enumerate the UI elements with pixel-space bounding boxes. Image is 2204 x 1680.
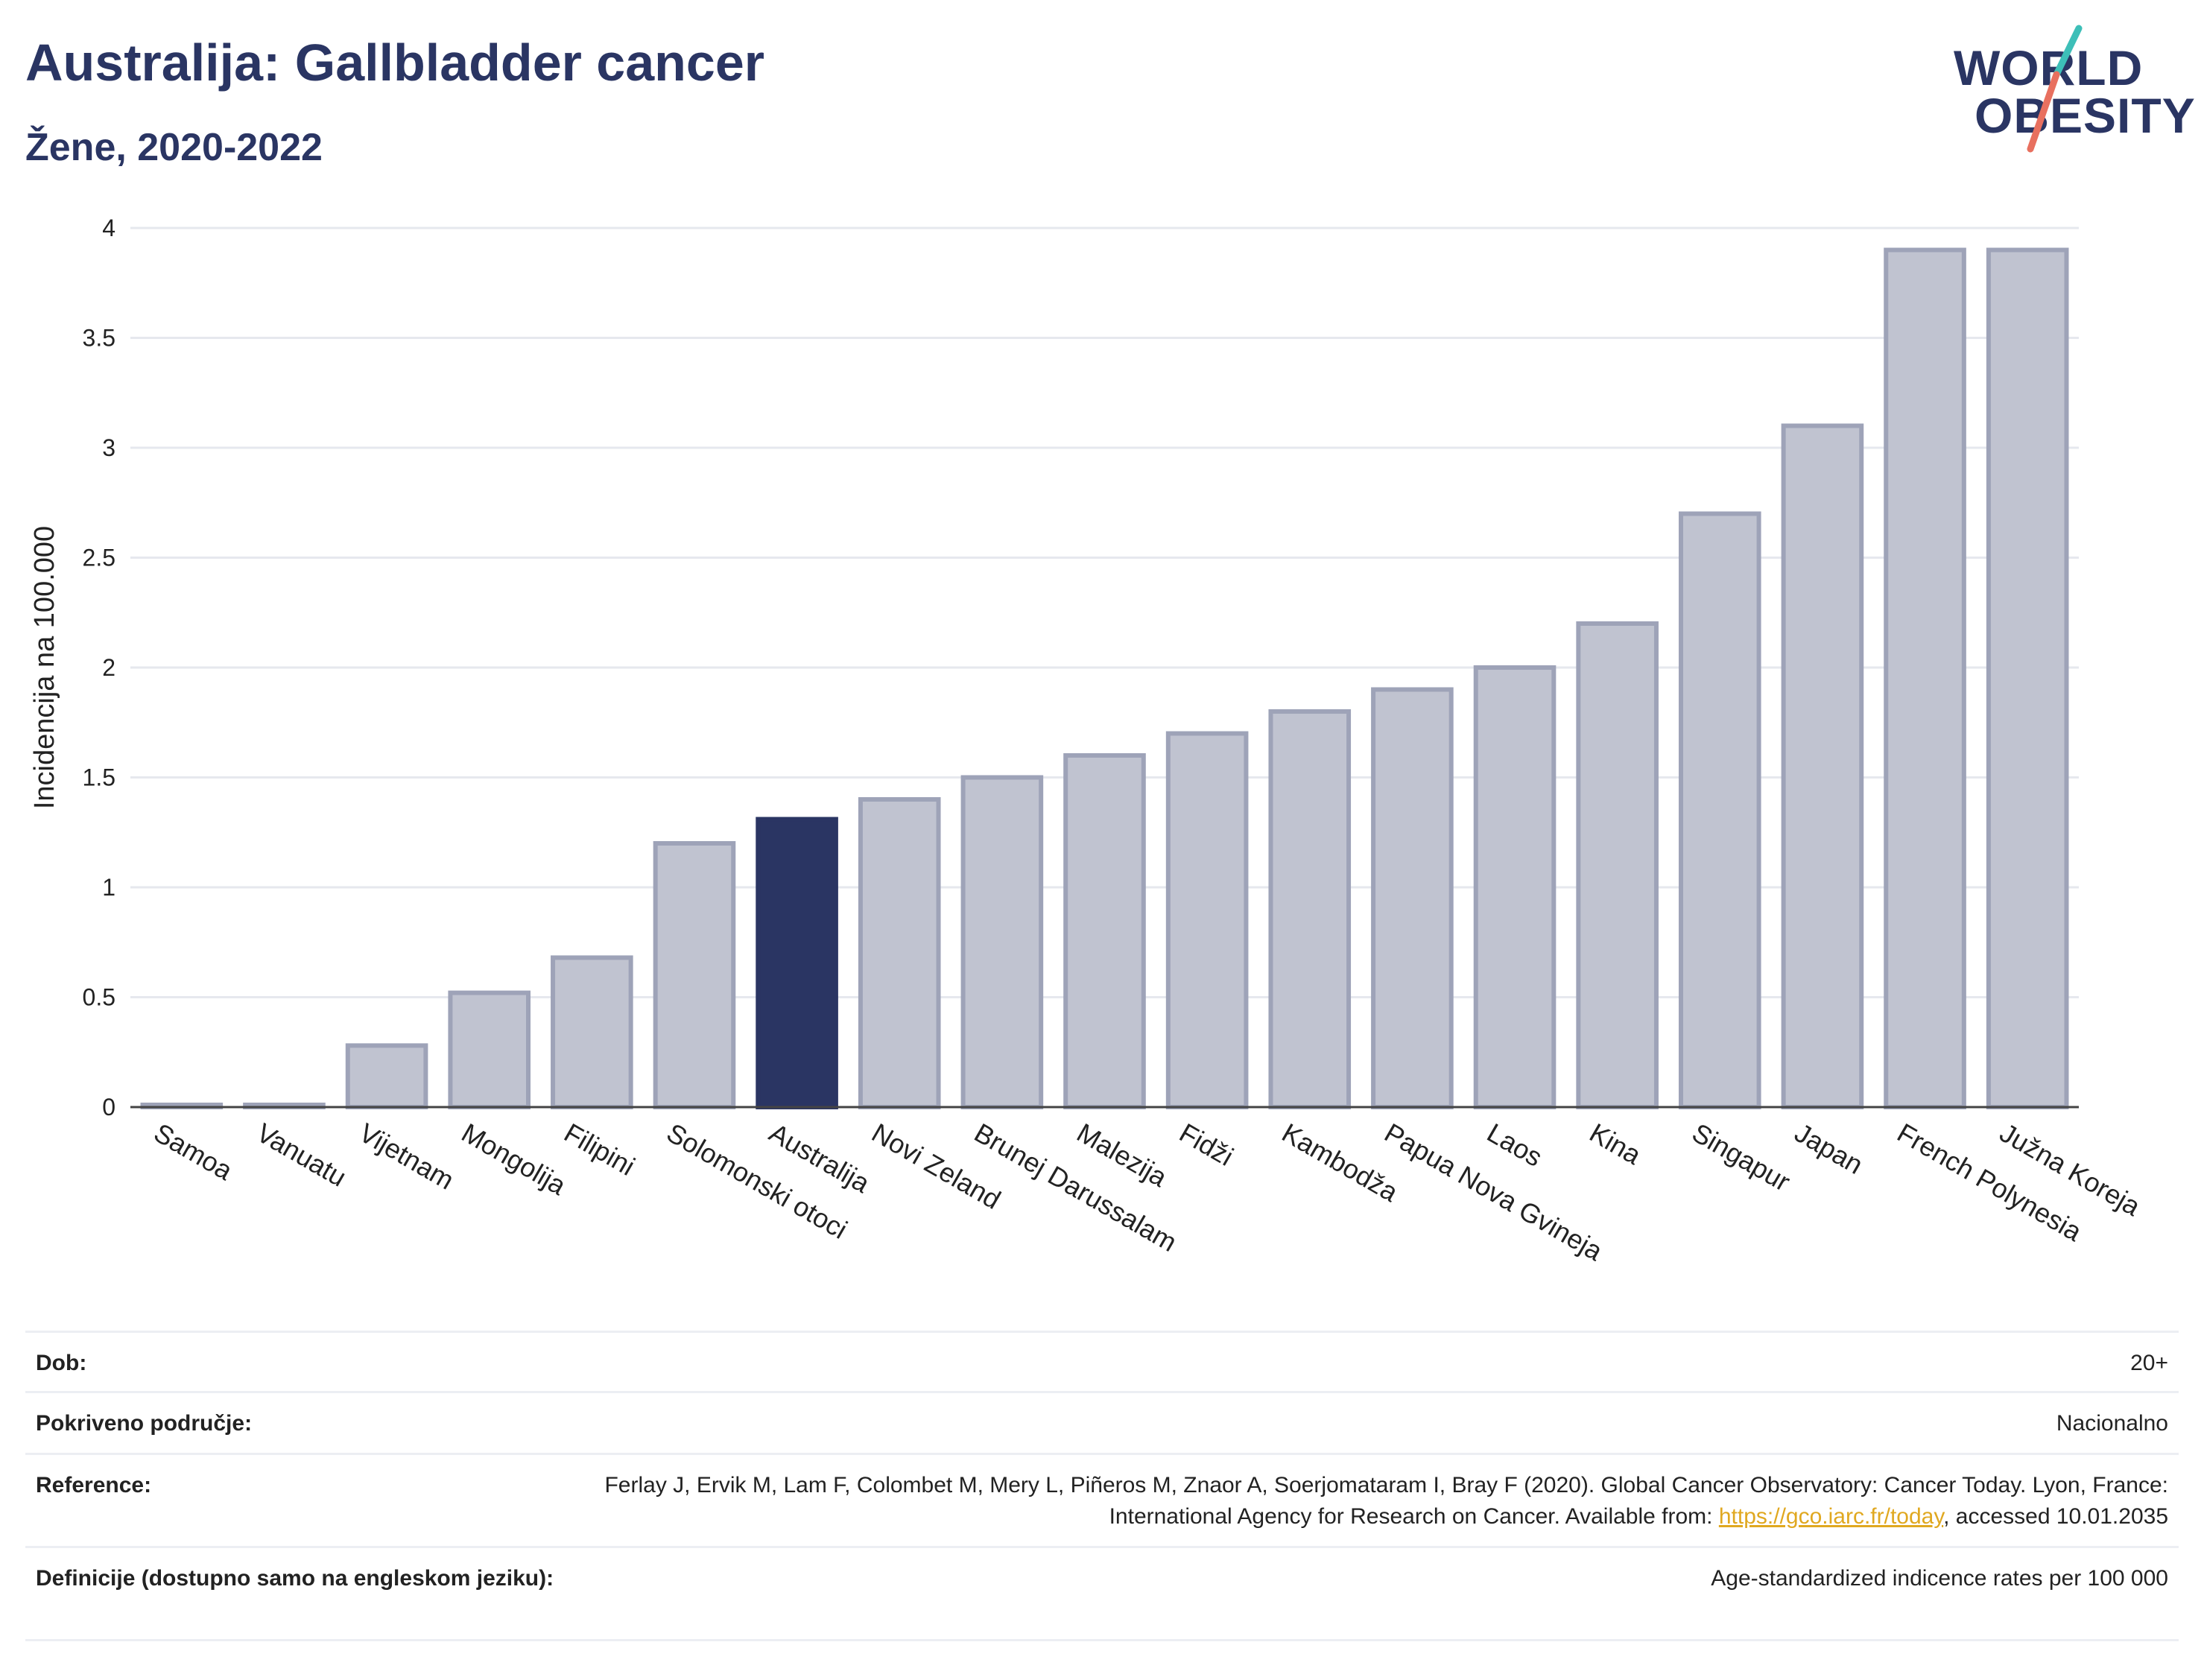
- x-tick-label: Laos: [1482, 1117, 1548, 1173]
- x-tick-label: Solomonski otoci: [662, 1117, 852, 1245]
- bar-kambodža: [1268, 709, 1352, 1109]
- info-row-age: Dob: 20+: [25, 1331, 2179, 1391]
- x-tick-label: Japan: [1790, 1117, 1868, 1180]
- y-axis-label: Incidencija na 100.000: [29, 526, 60, 809]
- world-obesity-logo: WORLD OBESITY: [1937, 22, 2195, 156]
- y-tick-label: 3: [102, 434, 115, 461]
- y-tick-label: 3.5: [83, 325, 115, 352]
- bar-chart: 0 0.5 1 1.5 2 2.5 3 3.5 4 Incidencija na 100.000 S…: [29, 215, 2147, 1267]
- definitions-label: Definicije (dostupno samo na engleskom j…: [36, 1566, 554, 1591]
- x-tick-label: Singapur: [1687, 1117, 1795, 1197]
- x-tick-label: Kambodža: [1277, 1117, 1404, 1208]
- bar-fidži: [1165, 731, 1249, 1109]
- logo-line-1: WORLD: [1954, 40, 2144, 95]
- x-tick-label: French Polynesia: [1893, 1117, 2088, 1247]
- chart-title: Australija: Gallbladder cancer: [25, 34, 765, 92]
- x-tick-label: Kina: [1585, 1117, 1647, 1170]
- bar-papua-nova-gvineja: [1371, 687, 1454, 1109]
- x-tick-label: Vanuatu: [251, 1117, 351, 1192]
- chart-subtitle: Žene, 2020-2022: [25, 126, 323, 169]
- y-tick-label: 1: [102, 874, 115, 901]
- bar-french-polynesia: [1884, 247, 1966, 1109]
- x-tick-label: Vijetnam: [354, 1117, 459, 1195]
- bar-singapur: [1678, 511, 1761, 1109]
- x-tick-label: Fidži: [1174, 1117, 1238, 1172]
- definitions-value: Age-standardized indicence rates per 100…: [1711, 1566, 2168, 1591]
- x-tick-label: Mongolija: [457, 1117, 572, 1201]
- y-tick-label: 1.5: [83, 764, 115, 791]
- reference-suffix: , accessed 10.01.2035: [1943, 1504, 2168, 1529]
- reference-label: Reference:: [36, 1473, 152, 1497]
- bar-novi-zeland: [858, 797, 941, 1109]
- y-tick-label: 0.5: [83, 984, 115, 1011]
- info-row-definitions: Definicije (dostupno samo na engleskom j…: [25, 1546, 2179, 1641]
- age-label: Dob:: [36, 1351, 87, 1375]
- bar-solomonski-otoci: [653, 841, 736, 1109]
- x-tick-label: Filipini: [559, 1117, 640, 1182]
- reference-link[interactable]: https://gco.iarc.fr/today: [1718, 1504, 1944, 1529]
- reference-value: Ferlay J, Ervik M, Lam F, Colombet M, Me…: [604, 1470, 2168, 1532]
- bar-filipini: [551, 955, 633, 1110]
- bar-vijetnam: [345, 1043, 428, 1110]
- bar-brunej-darussalam: [960, 775, 1044, 1109]
- y-tick-label: 4: [102, 215, 115, 241]
- y-tick-label: 2: [102, 654, 115, 681]
- coverage-value: Nacionalno: [2056, 1411, 2168, 1436]
- y-tick-label: 0: [102, 1094, 115, 1120]
- bar-mongolija: [448, 990, 531, 1109]
- reference-text: Ferlay J, Ervik M, Lam F, Colombet M, Me…: [604, 1473, 2168, 1529]
- info-row-coverage: Pokriveno područje: Nacionalno: [25, 1391, 2179, 1453]
- logo-line-2: OBESITY: [1975, 88, 2196, 143]
- age-value: 20+: [2130, 1351, 2168, 1375]
- bar-laos: [1473, 665, 1557, 1109]
- logo-slash-icon: [2027, 25, 2083, 153]
- bar-malezija: [1063, 753, 1146, 1109]
- bar-kina: [1576, 621, 1659, 1109]
- info-row-reference: Reference: Ferlay J, Ervik M, Lam F, Col…: [25, 1453, 2179, 1546]
- y-tick-label: 2.5: [83, 545, 115, 571]
- coverage-label: Pokriveno područje:: [36, 1411, 253, 1436]
- bar-australija: [756, 817, 838, 1109]
- info-table: Dob: 20+ Pokriveno područje: Nacionalno …: [25, 1331, 2179, 1641]
- bar-japan: [1781, 423, 1864, 1109]
- bar-južna-koreja: [1986, 247, 2069, 1109]
- x-tick-label: Samoa: [149, 1117, 238, 1186]
